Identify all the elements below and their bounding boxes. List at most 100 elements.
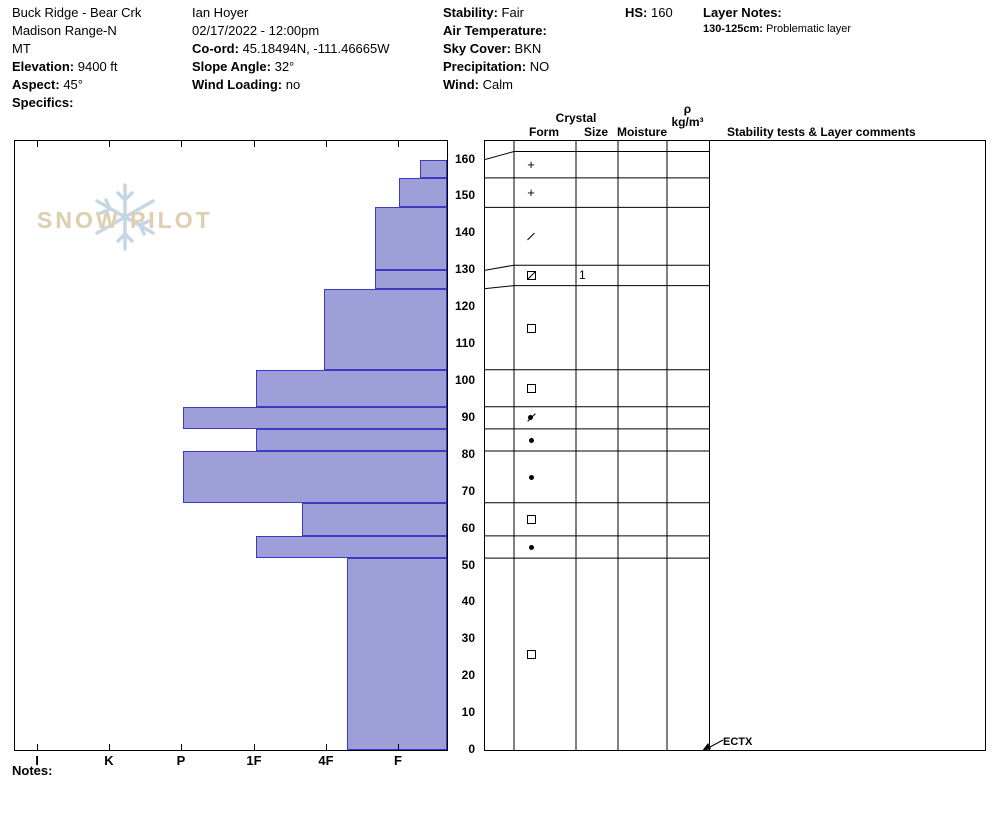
snow-layer-bar xyxy=(420,159,447,178)
site-range: Madison Range-N xyxy=(12,23,117,38)
aspect-value: 45° xyxy=(63,77,83,92)
hardness-tick-top xyxy=(398,141,399,147)
wind-label: Wind: xyxy=(443,77,479,92)
precipitation-label: Precipitation: xyxy=(443,59,527,74)
stability-rating: Stability: Fair xyxy=(443,4,549,22)
site-info-block: Buck Ridge - Bear Crk Madison Range-N MT… xyxy=(12,4,141,112)
layer-note-text: Problematic layer xyxy=(766,23,851,35)
hardness-tick-label: 1F xyxy=(246,753,262,768)
snow-layer-bar xyxy=(375,207,447,271)
hardness-tick-top xyxy=(37,141,38,147)
hardness-tick-bottom xyxy=(37,744,38,750)
site-elevation: Elevation: 9400 ft xyxy=(12,58,141,76)
depth-axis: 0 10 20 30 40 50 60 70 80 90 100 110 120 130 140 150 160 xyxy=(447,140,477,757)
grain-form-symbol-PP: + xyxy=(527,156,535,172)
site-specifics: Specifics: xyxy=(12,94,141,112)
snowpilot-logo-text: SNOW PILOT xyxy=(37,207,213,233)
site-name: Buck Ridge - Bear Crk xyxy=(12,5,142,20)
grain-form-symbol-FC xyxy=(518,380,544,396)
depth-tick-label: 90 xyxy=(461,409,475,424)
form-column-header: Form xyxy=(529,125,559,139)
coord-value: 45.18494N, -111.46665W xyxy=(242,41,390,56)
grain-form-symbol-RG xyxy=(518,432,544,448)
air-temp-label: Air Temperature: xyxy=(443,23,547,38)
ectx-arrow-icon xyxy=(702,739,724,751)
wind-loading: Wind Loading: no xyxy=(192,76,390,94)
wind-value: Calm xyxy=(482,77,513,92)
hardness-tick-top xyxy=(326,141,327,147)
hardness-tick-bottom xyxy=(181,744,182,750)
wind-loading-label: Wind Loading: xyxy=(192,77,283,92)
snow-layer-bar xyxy=(183,406,447,429)
grain-form-symbol-FC xyxy=(518,320,544,336)
hs-label: HS: xyxy=(625,5,648,20)
grain-form-symbol-RGfc xyxy=(518,410,544,426)
hardness-tick-bottom xyxy=(254,744,255,750)
observer-name: Ian Hoyer xyxy=(192,5,249,20)
elevation-label: Elevation: xyxy=(12,59,75,74)
layer-notes-block: Layer Notes: 130-125cm: Problematic laye… xyxy=(703,4,851,37)
wind-loading-value: no xyxy=(285,77,301,92)
hardness-tick-label: 4F xyxy=(318,753,334,768)
hardness-tick-bottom xyxy=(326,744,327,750)
depth-tick-label: 160 xyxy=(454,151,475,166)
hs: HS: 160 xyxy=(625,4,673,22)
snowpilot-logo: SNOW PILOT xyxy=(35,181,245,265)
grain-form-symbol-FCsf xyxy=(518,267,544,283)
air-temperature: Air Temperature: xyxy=(443,22,549,40)
density-units: kg/m³ xyxy=(671,115,704,129)
depth-tick-label: 30 xyxy=(461,631,475,646)
hardness-tick-bottom xyxy=(109,744,110,750)
snowflake-icon xyxy=(95,183,155,251)
slope-angle-label: Slope Angle: xyxy=(192,59,271,74)
sky-cover-value: BKN xyxy=(514,41,542,56)
site-state: MT xyxy=(12,41,31,56)
hardness-tick-label: I xyxy=(35,753,39,768)
table-gridlines xyxy=(485,141,709,750)
slope-angle-value: 32° xyxy=(274,59,295,74)
snow-layer-bar xyxy=(256,369,447,407)
stability-column-header: Stability tests & Layer comments xyxy=(727,125,916,139)
depth-tick-label: 80 xyxy=(461,446,475,461)
hardness-tick-bottom xyxy=(398,744,399,750)
stability-label: Stability: xyxy=(443,5,498,20)
table-rows: + +1 xyxy=(485,141,709,750)
depth-tick-label: 130 xyxy=(454,262,475,277)
stability-value: Fair xyxy=(501,5,524,20)
wind: Wind: Calm xyxy=(443,76,549,94)
depth-tick-label: 10 xyxy=(461,705,475,720)
layer-note-item: 130-125cm: Problematic layer xyxy=(703,22,851,37)
observation-datetime: 02/17/2022 - 12:00pm xyxy=(192,23,320,38)
snow-height-block: HS: 160 xyxy=(625,4,673,22)
hardness-profile-chart: SNOW PILOT xyxy=(14,140,448,751)
snow-layer-bar xyxy=(347,558,447,750)
snow-layer-bar xyxy=(183,451,447,503)
crystal-column-header: Crystal xyxy=(555,111,597,125)
depth-tick-label: 50 xyxy=(461,557,475,572)
hardness-tick-label: K xyxy=(104,753,114,768)
grain-form-symbol-PP: + xyxy=(527,184,535,200)
depth-tick-label: 120 xyxy=(454,299,475,314)
precipitation-value: NO xyxy=(529,59,550,74)
snow-layer-bar xyxy=(399,177,447,208)
snow-layer-bar xyxy=(324,288,447,370)
crystal-table: + +1 xyxy=(484,140,710,751)
elevation-value: 9400 ft xyxy=(77,59,118,74)
hs-value: 160 xyxy=(651,5,673,20)
depth-tick-label: 150 xyxy=(454,188,475,203)
grain-size-value: 1 xyxy=(579,268,586,283)
grain-form-symbol-RG xyxy=(518,469,544,485)
sky-cover-label: Sky Cover: xyxy=(443,41,511,56)
depth-tick-label: 100 xyxy=(454,372,475,387)
depth-tick-label: 140 xyxy=(454,225,475,240)
depth-tick-label: 40 xyxy=(461,594,475,609)
depth-tick-label: 70 xyxy=(461,483,475,498)
stability-tests-box xyxy=(709,140,986,751)
density-rho-symbol: ρ xyxy=(683,102,692,116)
moisture-column-header: Moisture xyxy=(617,125,668,139)
snow-layer-bar xyxy=(375,270,447,289)
coordinates: Co-ord: 45.18494N, -111.46665W xyxy=(192,40,390,58)
depth-tick-label: 110 xyxy=(455,336,475,350)
size-column-header: Size xyxy=(583,125,608,139)
hardness-axis: I K P 1F 4F F xyxy=(0,753,470,773)
